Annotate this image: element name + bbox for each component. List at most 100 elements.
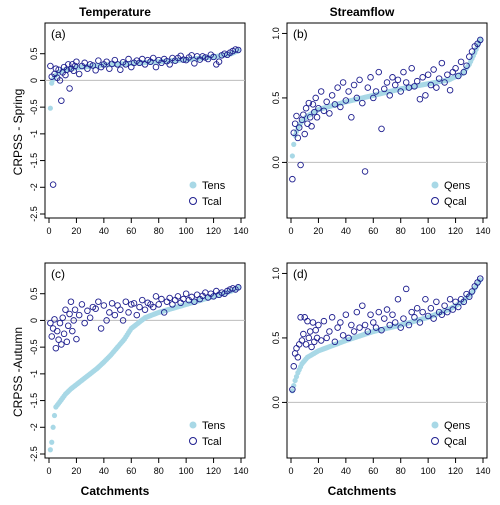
- cal-point: [455, 72, 462, 80]
- cal-point: [444, 71, 451, 78]
- cal-point: [71, 62, 79, 70]
- cal-point: [114, 61, 121, 68]
- cal-point: [367, 74, 374, 81]
- cal-point: [466, 53, 473, 60]
- y-tick-label: 1.0: [271, 27, 281, 40]
- cal-point: [295, 124, 303, 131]
- cal-point: [311, 108, 318, 116]
- cal-point: [58, 97, 65, 104]
- cal-point: [152, 63, 160, 71]
- cal-point: [52, 344, 60, 352]
- cal-point: [166, 61, 173, 68]
- cal-point: [381, 315, 388, 322]
- legend-swatch-ens: [431, 181, 439, 189]
- x-tick-label: 20: [71, 226, 81, 236]
- cal-point: [122, 298, 130, 305]
- cal-point: [89, 62, 97, 69]
- plot-frame: [286, 262, 488, 459]
- cal-point: [70, 317, 77, 324]
- cal-point: [353, 308, 361, 316]
- cal-point: [383, 79, 391, 86]
- cal-point: [391, 81, 399, 89]
- plot-frame: [44, 22, 246, 219]
- cal-point: [67, 298, 75, 305]
- cal-point: [389, 311, 396, 318]
- cal-point: [411, 314, 418, 321]
- cal-point: [408, 308, 415, 316]
- cal-point: [302, 104, 310, 112]
- cal-point: [444, 308, 451, 316]
- legend-label: Qcal: [444, 196, 467, 208]
- legend-label: Tens: [202, 420, 226, 432]
- y-tick-label: -1.5: [29, 153, 39, 169]
- y-tick-label: -2.5: [29, 206, 39, 222]
- cal-point: [372, 324, 380, 331]
- cal-point: [413, 77, 421, 85]
- cal-point: [441, 302, 448, 309]
- cal-point: [48, 333, 55, 340]
- cal-point: [438, 311, 446, 318]
- x-tick-label: 100: [421, 226, 436, 236]
- cal-point: [232, 46, 239, 53]
- cal-point: [53, 327, 61, 335]
- cal-point: [348, 321, 355, 329]
- x-tick-label: 120: [448, 466, 463, 476]
- cal-point: [182, 290, 190, 297]
- panel-label: (a): [51, 27, 66, 41]
- cal-point: [149, 303, 157, 311]
- cal-point: [293, 344, 300, 352]
- cal-point: [49, 325, 57, 332]
- cal-point: [375, 308, 383, 316]
- cal-point: [446, 295, 454, 303]
- cal-point: [191, 298, 198, 305]
- cal-point: [302, 341, 310, 348]
- y-tick-label: -1: [29, 370, 39, 378]
- legend-label: Qens: [444, 180, 471, 192]
- cal-point: [312, 94, 319, 102]
- y-tick-label: 0.0: [271, 156, 281, 169]
- cal-point: [353, 94, 361, 102]
- cal-point: [438, 59, 446, 67]
- cal-point: [106, 65, 113, 72]
- cal-point: [305, 99, 313, 107]
- cal-point: [468, 48, 476, 55]
- cal-point: [58, 341, 65, 348]
- cal-point: [334, 84, 341, 91]
- cal-point: [86, 314, 94, 322]
- cal-point: [383, 306, 391, 313]
- cal-point: [297, 314, 304, 321]
- x-tick-label: 80: [154, 466, 164, 476]
- cal-point: [180, 56, 187, 63]
- y-tick-label: 0.5: [29, 287, 39, 300]
- cal-point: [468, 288, 476, 295]
- cal-point: [103, 317, 110, 324]
- cal-point: [345, 88, 352, 95]
- cal-point: [293, 112, 300, 120]
- column-title: Temperature: [79, 5, 151, 19]
- cal-point: [339, 79, 347, 86]
- cal-point: [457, 58, 465, 66]
- cal-point: [60, 330, 68, 338]
- x-tick-label: 60: [368, 226, 378, 236]
- cal-point: [59, 314, 66, 322]
- y-tick-label: 0.0: [271, 396, 281, 409]
- cal-point: [308, 343, 315, 351]
- cal-point: [422, 92, 429, 99]
- cal-point: [290, 129, 297, 137]
- cal-point: [455, 303, 462, 311]
- cal-point: [125, 309, 132, 316]
- x-tick-label: 20: [71, 466, 81, 476]
- cal-point: [312, 326, 319, 334]
- cal-point: [92, 67, 99, 74]
- cal-point: [119, 317, 127, 324]
- cal-point: [84, 307, 91, 315]
- cal-point: [215, 58, 223, 65]
- x-tick-label: 140: [233, 466, 248, 476]
- cal-point: [191, 60, 198, 67]
- cal-point: [133, 311, 141, 319]
- cal-point: [370, 94, 377, 102]
- y-tick-label: -0.5: [29, 99, 39, 115]
- cal-point: [356, 324, 363, 331]
- cal-point: [305, 334, 313, 342]
